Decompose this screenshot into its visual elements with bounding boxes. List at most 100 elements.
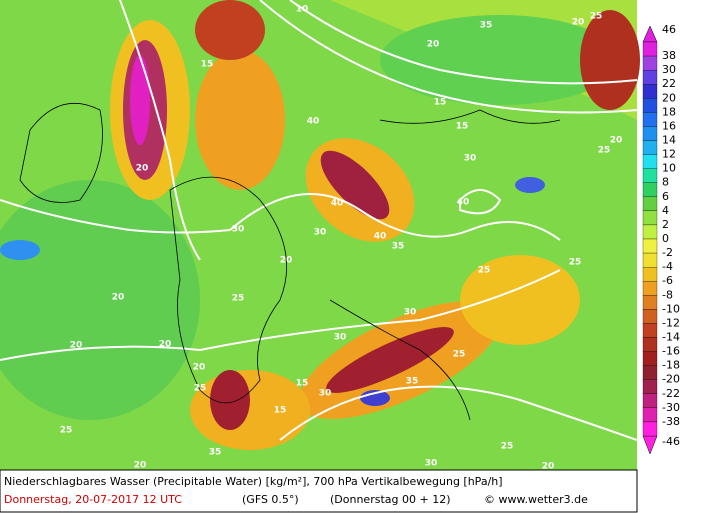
contour-label: 30 xyxy=(319,389,332,399)
colorbar-band xyxy=(642,393,658,409)
contour-label: 35 xyxy=(392,242,405,252)
colorbar-label: -38 xyxy=(662,415,680,428)
colorbar: 4638302220181614121086420-2-4-6-8-10-12-… xyxy=(642,23,680,455)
colorbar-label: -22 xyxy=(662,387,680,400)
contour-labels: 1020203515151520302520404040403035253020… xyxy=(60,5,623,472)
contour-label: 30 xyxy=(232,225,245,235)
contour-label: 25 xyxy=(590,12,603,22)
contour-label: 30 xyxy=(404,308,417,318)
contour-label: 20 xyxy=(542,462,555,472)
colorbar-label: 20 xyxy=(662,91,676,104)
contour-label: 15 xyxy=(201,60,214,70)
contour-label: 40 xyxy=(331,199,344,209)
contour-label: 25 xyxy=(478,266,491,276)
contour-label: 20 xyxy=(280,256,293,266)
colorbar-band xyxy=(642,196,658,212)
colorbar-label: -30 xyxy=(662,401,680,414)
colorbar-label: 4 xyxy=(662,204,669,217)
colorbar-label: 16 xyxy=(662,119,676,132)
colorbar-band xyxy=(642,55,658,71)
contour-label: 35 xyxy=(406,377,419,387)
field-area xyxy=(130,55,150,145)
colorbar-band xyxy=(642,266,658,282)
field-area xyxy=(195,50,285,190)
contour-label: 25 xyxy=(501,442,514,452)
contour-label: 30 xyxy=(425,459,438,469)
field-area xyxy=(195,0,265,60)
contour-label: 40 xyxy=(374,232,387,242)
field-area xyxy=(190,370,310,450)
colorbar-label: 10 xyxy=(662,162,676,175)
contour-label: 40 xyxy=(457,198,470,208)
field-area xyxy=(320,150,390,220)
colorbar-band xyxy=(642,323,658,338)
colorbar-band xyxy=(642,281,658,296)
colorbar-band xyxy=(642,379,658,394)
colorbar-label: -20 xyxy=(662,373,680,386)
colorbar-band xyxy=(642,168,658,183)
colorbar-label: -14 xyxy=(662,331,680,344)
colorbar-band xyxy=(642,224,658,240)
colorbar-band xyxy=(642,210,658,226)
contour-label: 20 xyxy=(427,40,440,50)
colorbar-band xyxy=(642,238,658,254)
field-area xyxy=(210,370,250,430)
contour-lines xyxy=(0,0,638,441)
colorbar-label: -6 xyxy=(662,274,673,287)
colorbar-band xyxy=(642,252,658,268)
colorbar-band xyxy=(642,351,658,366)
colorbar-band xyxy=(642,69,658,85)
colorbar-label: 46 xyxy=(662,23,676,36)
colorbar-label: -12 xyxy=(662,316,680,329)
footer-title: Niederschlagbares Wasser (Precipitable W… xyxy=(4,475,503,488)
contour-label: 20 xyxy=(610,136,623,146)
colorbar-band xyxy=(642,295,658,310)
contour-label: 25 xyxy=(232,294,245,304)
contour-label: 15 xyxy=(274,406,287,416)
field-area xyxy=(326,327,454,393)
colorbar-band xyxy=(642,84,658,99)
contour-label: 35 xyxy=(480,21,493,31)
colorbar-band xyxy=(642,337,658,352)
colorbar-label: -10 xyxy=(662,302,680,315)
colorbar-label: -46 xyxy=(662,435,680,448)
colorbar-label: 18 xyxy=(662,105,676,118)
map xyxy=(0,0,640,470)
colorbar-label: -18 xyxy=(662,359,680,372)
footer-model: (GFS 0.5°) xyxy=(242,493,299,506)
contour-label: 20 xyxy=(572,18,585,28)
contour-label: 15 xyxy=(296,379,309,389)
contour-label: 20 xyxy=(193,363,206,373)
colorbar-band xyxy=(642,309,658,324)
footer-date: Donnerstag, 20-07-2017 12 UTC xyxy=(4,493,182,506)
footer-copyright: © www.wetter3.de xyxy=(484,493,588,506)
field-area xyxy=(580,10,640,110)
field-area xyxy=(515,177,545,193)
contour-label: 25 xyxy=(598,146,611,156)
colorbar-band xyxy=(642,140,658,155)
colorbar-label: -8 xyxy=(662,288,673,301)
field-area xyxy=(0,180,200,420)
colorbar-band xyxy=(642,407,658,423)
contour-label: 20 xyxy=(136,164,149,174)
colorbar-band xyxy=(642,98,658,113)
footer-box xyxy=(0,469,638,513)
contour-label: 20 xyxy=(134,461,147,471)
contour-label: 30 xyxy=(314,228,327,238)
contour-label: 25 xyxy=(194,384,207,394)
colorbar-band xyxy=(642,154,658,169)
colorbar-band xyxy=(642,126,658,141)
field-area xyxy=(460,255,580,345)
colorbar-band xyxy=(642,112,658,127)
colorbar-label: 6 xyxy=(662,190,669,203)
contour-label: 20 xyxy=(112,293,125,303)
field-area xyxy=(0,240,40,260)
contour-label: 15 xyxy=(456,122,469,132)
contour-label: 25 xyxy=(60,426,73,436)
colorbar-label: -2 xyxy=(662,246,673,259)
colorbar-label: 2 xyxy=(662,218,669,231)
contour-label: 40 xyxy=(307,117,320,127)
contour-label: 25 xyxy=(453,350,466,360)
colorbar-band xyxy=(642,182,658,197)
contour-label: 30 xyxy=(464,154,477,164)
